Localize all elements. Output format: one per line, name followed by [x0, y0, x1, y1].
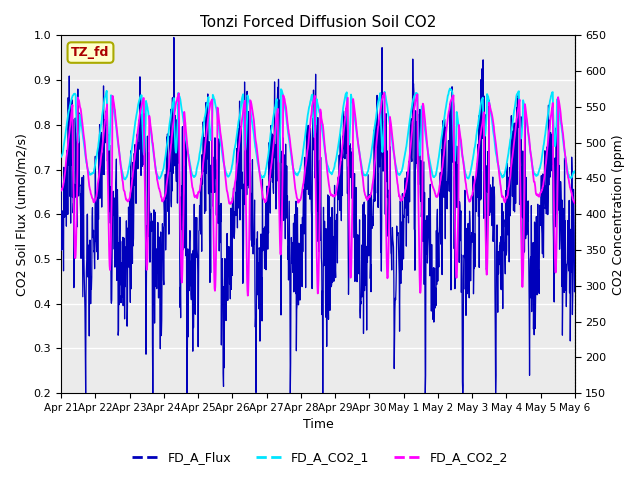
Y-axis label: CO2 Soil Flux (umol/m2/s): CO2 Soil Flux (umol/m2/s): [15, 133, 28, 296]
Text: TZ_fd: TZ_fd: [71, 46, 109, 59]
Y-axis label: CO2 Concentration (ppm): CO2 Concentration (ppm): [612, 134, 625, 295]
Title: Tonzi Forced Diffusion Soil CO2: Tonzi Forced Diffusion Soil CO2: [200, 15, 436, 30]
X-axis label: Time: Time: [303, 419, 333, 432]
Legend: FD_A_Flux, FD_A_CO2_1, FD_A_CO2_2: FD_A_Flux, FD_A_CO2_1, FD_A_CO2_2: [127, 446, 513, 469]
